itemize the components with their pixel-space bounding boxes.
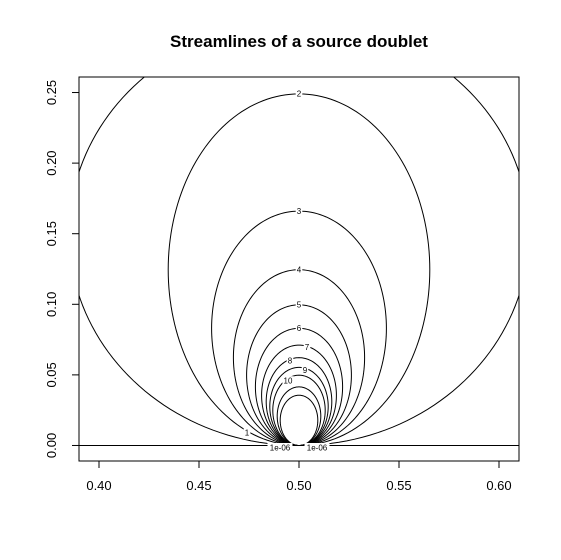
y-tick-label-1: 0.05 (44, 362, 59, 387)
contour-label-3: 4 (297, 266, 302, 275)
streamline-9 (269, 366, 329, 446)
contour-label-bg-2 (295, 206, 303, 215)
contour-label-7: 8 (288, 356, 293, 365)
streamline-8 (265, 357, 333, 446)
contour-label-6: 7 (305, 343, 310, 352)
y-tick-label-2: 0.10 (44, 292, 59, 317)
contour-label-bg-8 (301, 365, 309, 374)
contour-label-0: 1 (245, 429, 250, 438)
y-tick-label-3: 0.15 (44, 221, 59, 246)
x-tick-label-4: 0.60 (486, 478, 511, 493)
streamline-inner-1 (276, 386, 322, 446)
contour-label-bg-10 (267, 442, 293, 452)
x-tick-label-3: 0.55 (386, 478, 411, 493)
contour-label-bg-9 (282, 376, 294, 385)
streamline-1 (79, 77, 519, 446)
contour-label-bg-0 (243, 428, 251, 437)
contour-label-bg-6 (303, 342, 311, 351)
contour-label-8: 9 (303, 366, 308, 375)
contour-label-5: 6 (297, 324, 302, 333)
contour-label-9: 10 (284, 377, 293, 386)
chart-title: Streamlines of a source doublet (170, 32, 428, 51)
contour-label-1: 2 (297, 90, 302, 99)
contour-label-bg-1 (295, 89, 303, 98)
streamline-10 (272, 374, 326, 446)
y-tick-label-5: 0.25 (44, 80, 59, 105)
contour-label-4: 5 (297, 301, 302, 310)
y-tick-label-4: 0.20 (44, 150, 59, 175)
streamline-group (79, 77, 519, 446)
x-tick-label-1: 0.45 (186, 478, 211, 493)
contour-label-bg-11 (304, 442, 330, 452)
streamline-7 (261, 344, 337, 446)
contour-label-bg-4 (295, 300, 303, 309)
contour-label-10: 1e-06 (270, 443, 291, 452)
contour-label-bg-5 (295, 323, 303, 332)
x-tick-label-0: 0.40 (86, 478, 111, 493)
x-tick-label-2: 0.50 (286, 478, 311, 493)
contour-label-2: 3 (297, 207, 302, 216)
y-tick-label-0: 0.00 (44, 433, 59, 458)
contour-label-11: 1e-06 (307, 443, 328, 452)
contour-label-bg-3 (295, 265, 303, 274)
contour-label-bg-7 (286, 356, 294, 365)
streamline-inner-2 (279, 394, 319, 446)
